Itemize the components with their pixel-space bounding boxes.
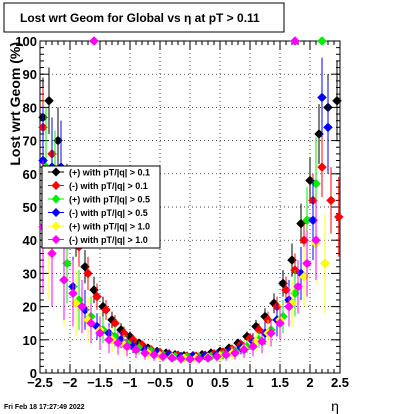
data-point <box>131 344 141 355</box>
x-tick-label: −2.5 <box>27 375 53 390</box>
y-tick-label: 60 <box>23 167 37 182</box>
x-axis-label: η <box>331 398 339 414</box>
data-point <box>167 353 177 363</box>
x-tick-label: 0.5 <box>211 375 229 390</box>
data-point <box>317 36 327 46</box>
x-tick-label: −0.5 <box>147 375 173 390</box>
data-point <box>230 348 240 358</box>
legend-marker <box>51 221 61 231</box>
data-point <box>149 349 159 360</box>
title-box <box>3 2 285 33</box>
legend-label: (+) with pT/|q| > 1.0 <box>69 222 150 232</box>
legend-label: (+) with pT/|q| > 0.5 <box>69 195 150 205</box>
legend-marker <box>51 167 61 177</box>
y-tick-label: 90 <box>23 67 37 82</box>
data-point <box>275 318 285 329</box>
data-point <box>317 162 327 173</box>
legend-label: (-) with pT/|q| > 1.0 <box>69 235 148 245</box>
data-point <box>257 336 267 347</box>
x-tick-label: 1 <box>246 375 253 390</box>
data-point <box>212 351 222 362</box>
data-point <box>293 281 303 292</box>
x-tick-label: −2 <box>63 375 78 390</box>
legend-marker <box>51 194 61 204</box>
data-point <box>83 268 93 279</box>
y-tick-label: 80 <box>23 100 37 115</box>
data-point <box>302 258 312 269</box>
legend-label: (-) with pT/|q| > 0.1 <box>69 181 148 191</box>
data-point <box>320 258 330 269</box>
data-point <box>122 341 132 352</box>
data-point <box>203 353 213 363</box>
y-axis-label: Lost wrt Geom (%) <box>7 42 23 166</box>
data-point <box>290 36 300 46</box>
legend-marker <box>51 208 61 217</box>
legend: (+) with pT/|q| > 0.1 (-) with pT/|q| > 0… <box>41 165 161 249</box>
data-point <box>332 95 342 106</box>
data-point <box>101 305 111 315</box>
data-point <box>311 235 321 246</box>
x-tick-label: −1.5 <box>87 375 113 390</box>
y-tick-label: 40 <box>23 233 37 248</box>
y-tick-label: 50 <box>23 200 37 215</box>
data-point <box>104 334 114 345</box>
data-point <box>92 291 102 302</box>
x-tick-label: 2.5 <box>331 375 349 390</box>
data-point <box>323 122 333 133</box>
data-point <box>68 288 78 299</box>
data-point <box>248 341 258 352</box>
data-point <box>158 351 168 362</box>
data-point <box>317 92 327 103</box>
legend-box <box>41 165 161 249</box>
data-point <box>77 301 87 312</box>
data-point <box>185 354 195 364</box>
y-tick-label: 20 <box>23 300 37 315</box>
y-tick-label: 10 <box>23 333 37 348</box>
data-point <box>140 348 150 358</box>
x-tick-label: 0 <box>186 375 193 390</box>
data-point <box>239 344 249 355</box>
data-point <box>221 349 231 360</box>
data-point <box>89 36 99 46</box>
legend-marker <box>51 235 61 244</box>
data-points <box>38 36 344 364</box>
chart-title: Lost wrt Geom for Global vs η at pT > 0.… <box>20 11 260 25</box>
x-tick-label: 2 <box>306 375 313 390</box>
data-point <box>284 301 294 312</box>
x-tick-label: −1 <box>123 375 138 390</box>
data-point <box>59 275 69 285</box>
legend-label: (-) with pT/|q| > 0.5 <box>69 208 148 218</box>
data-point <box>333 212 344 222</box>
data-point <box>176 353 186 364</box>
y-tick-label: 0 <box>30 366 37 381</box>
footer-timestamp: Fri Feb 18 17:27:49 2022 <box>4 404 85 411</box>
data-point <box>326 195 336 206</box>
data-point <box>113 338 123 348</box>
x-tick-label: 1.5 <box>271 375 289 390</box>
y-tick-label: 70 <box>23 134 37 149</box>
data-point <box>95 328 105 339</box>
legend-marker <box>51 181 61 190</box>
data-point <box>266 328 276 339</box>
data-point <box>194 353 204 364</box>
data-point <box>47 248 57 259</box>
y-tick-label: 30 <box>23 266 37 281</box>
data-point <box>86 318 96 329</box>
y-tick-label: 100 <box>15 34 37 49</box>
legend-label: (+) with pT/|q| > 0.1 <box>69 168 150 178</box>
data-point <box>44 95 54 106</box>
